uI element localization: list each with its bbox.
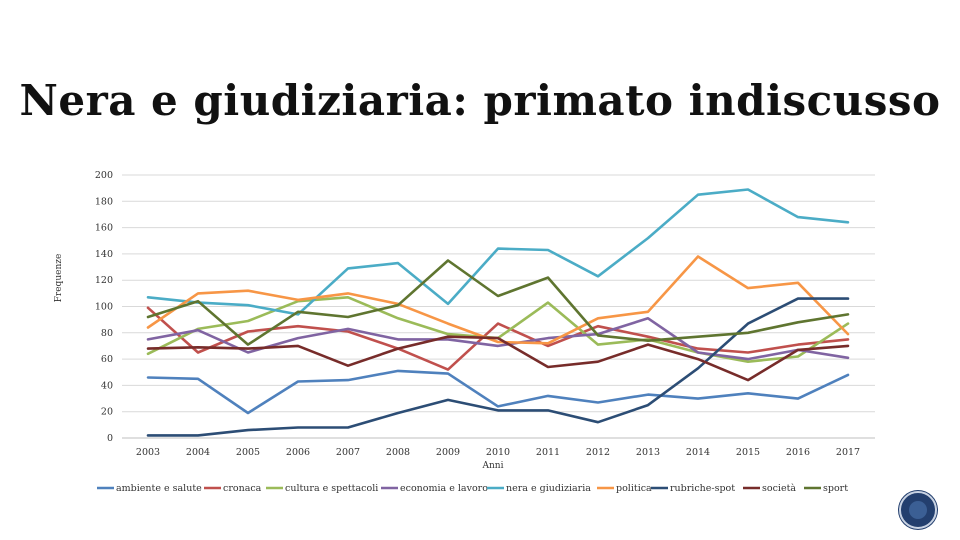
series-line [146, 259, 850, 346]
x-tick-label: 2012 [586, 447, 610, 458]
legend-label: economia e lavoro [400, 483, 488, 494]
y-tick-label: 80 [101, 328, 113, 339]
x-tick-label: 2015 [736, 447, 760, 458]
legend-label: ambiente e salute [116, 483, 202, 494]
x-tick-label: 2003 [136, 447, 160, 458]
chart-series [146, 188, 850, 437]
legend-label: nera e giudiziaria [506, 483, 591, 494]
legend-label: politica [616, 483, 652, 494]
y-tick-label: 140 [95, 249, 113, 260]
x-tick-label: 2014 [686, 447, 710, 458]
x-tick-label: 2017 [836, 447, 860, 458]
series-line [146, 188, 850, 316]
slide-title: Nera e giudiziaria: primato indiscusso [19, 76, 941, 125]
y-axis-title: Frequenze [54, 254, 64, 303]
y-tick-label: 0 [107, 433, 113, 444]
y-tick-label: 200 [95, 170, 113, 181]
x-axis-ticks: 2003 2004 2005 2006 2007 2008 2009 2010 2011 2012… [136, 447, 860, 458]
legend-label: società [762, 483, 796, 494]
logo-badge-inner [909, 501, 927, 519]
series-line [146, 369, 850, 415]
x-tick-label: 2008 [386, 447, 410, 458]
x-tick-label: 2016 [786, 447, 810, 458]
chart-legend: ambiente e salute cronaca cultura e spetta… [97, 483, 848, 494]
series-line [146, 335, 850, 382]
x-tick-label: 2006 [286, 447, 310, 458]
x-tick-label: 2007 [336, 447, 360, 458]
y-tick-label: 180 [95, 196, 113, 207]
logo-badge-icon [899, 491, 937, 529]
y-tick-label: 60 [101, 354, 113, 365]
series-line [146, 297, 850, 437]
y-tick-label: 40 [101, 380, 113, 391]
x-tick-label: 2009 [436, 447, 460, 458]
y-tick-label: 100 [95, 302, 113, 313]
chart-gridlines [122, 174, 875, 439]
legend-label: sport [823, 483, 848, 494]
x-tick-label: 2013 [636, 447, 660, 458]
y-tick-label: 160 [95, 223, 113, 234]
series-line [146, 306, 850, 371]
legend-label: cultura e spettacoli [285, 483, 378, 494]
x-axis-title: Anni [482, 461, 504, 471]
x-tick-label: 2010 [486, 447, 510, 458]
legend-label: cronaca [223, 483, 262, 494]
y-axis-ticks: 0 20 40 60 80 100 120 140 160 180 200 [95, 170, 113, 444]
series-line [146, 255, 850, 345]
x-tick-label: 2005 [236, 447, 260, 458]
y-tick-label: 120 [95, 275, 113, 286]
legend-label: rubriche-spot [670, 483, 735, 494]
x-tick-label: 2011 [536, 447, 560, 458]
x-tick-label: 2004 [186, 447, 210, 458]
y-tick-label: 20 [101, 407, 113, 418]
